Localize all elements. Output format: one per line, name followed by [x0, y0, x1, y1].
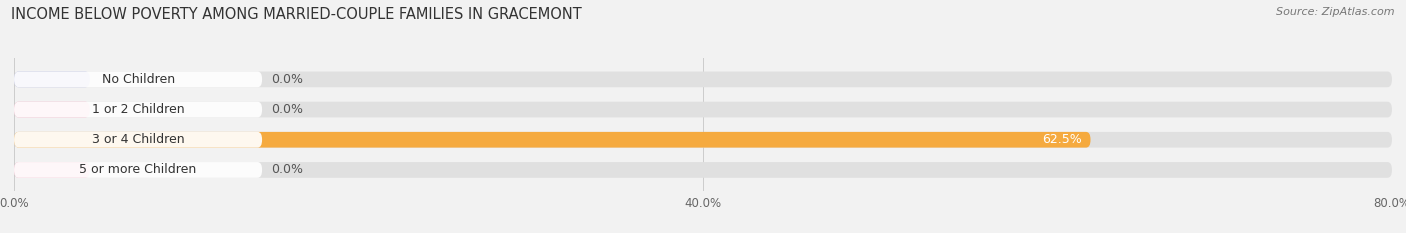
- Text: 3 or 4 Children: 3 or 4 Children: [91, 133, 184, 146]
- Text: 0.0%: 0.0%: [271, 73, 302, 86]
- Text: 0.0%: 0.0%: [271, 103, 302, 116]
- FancyBboxPatch shape: [14, 162, 90, 178]
- FancyBboxPatch shape: [14, 162, 1392, 178]
- Text: Source: ZipAtlas.com: Source: ZipAtlas.com: [1277, 7, 1395, 17]
- Text: No Children: No Children: [101, 73, 174, 86]
- FancyBboxPatch shape: [14, 72, 1392, 87]
- FancyBboxPatch shape: [14, 162, 262, 178]
- FancyBboxPatch shape: [14, 102, 1392, 117]
- Text: INCOME BELOW POVERTY AMONG MARRIED-COUPLE FAMILIES IN GRACEMONT: INCOME BELOW POVERTY AMONG MARRIED-COUPL…: [11, 7, 582, 22]
- FancyBboxPatch shape: [14, 102, 262, 117]
- FancyBboxPatch shape: [14, 132, 1392, 147]
- FancyBboxPatch shape: [14, 72, 90, 87]
- Text: 1 or 2 Children: 1 or 2 Children: [91, 103, 184, 116]
- FancyBboxPatch shape: [14, 132, 262, 147]
- Text: 5 or more Children: 5 or more Children: [80, 163, 197, 176]
- FancyBboxPatch shape: [14, 102, 90, 117]
- FancyBboxPatch shape: [14, 72, 262, 87]
- Text: 0.0%: 0.0%: [271, 163, 302, 176]
- FancyBboxPatch shape: [14, 132, 1091, 147]
- Text: 62.5%: 62.5%: [1042, 133, 1083, 146]
